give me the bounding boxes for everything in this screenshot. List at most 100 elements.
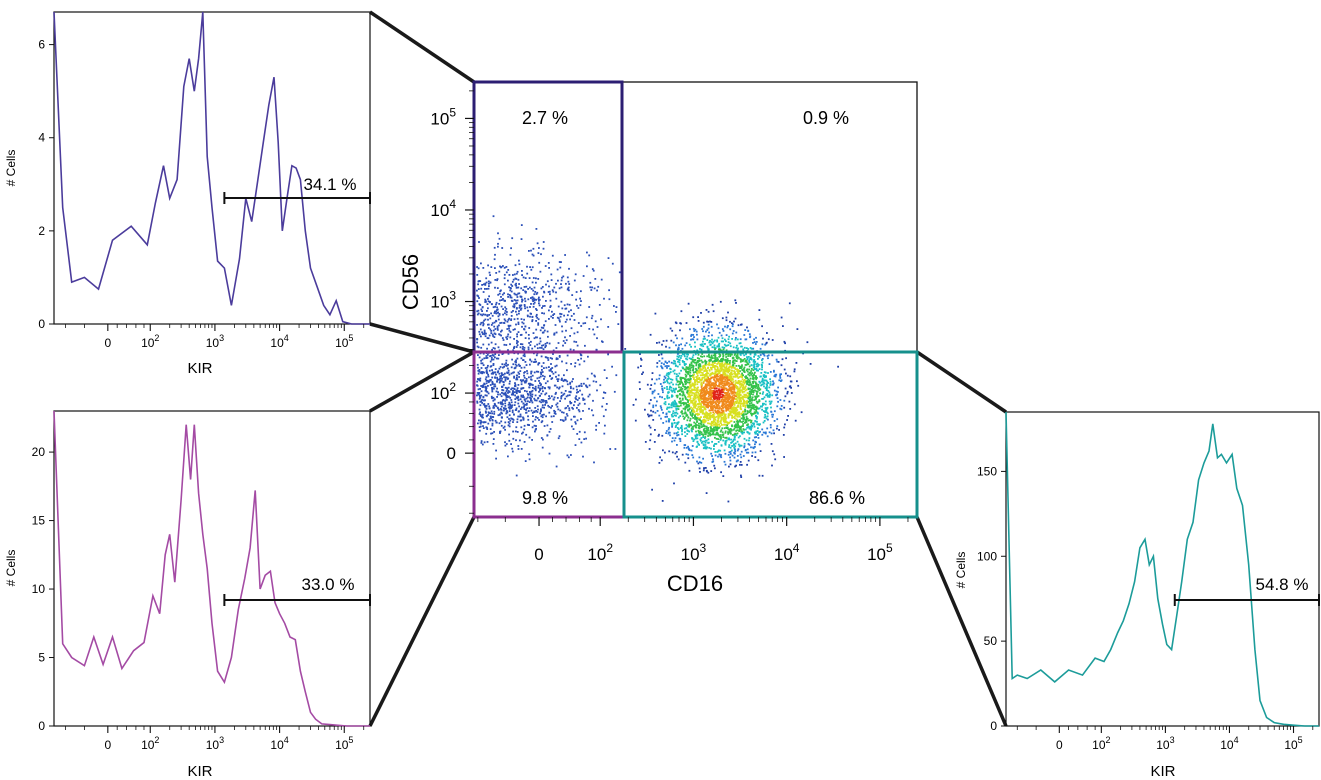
dot-904 [505, 376, 508, 379]
dot-2784 [747, 401, 750, 403]
dot-180 [543, 312, 545, 315]
dot-3067 [667, 410, 670, 413]
dot-3052 [725, 408, 728, 411]
dot-1645 [504, 372, 506, 375]
dot-2265 [726, 389, 728, 391]
dot-4387 [705, 384, 708, 387]
dot-4449 [713, 379, 716, 382]
dot-3139 [664, 451, 666, 454]
dot-556 [593, 333, 596, 336]
dot-4730 [725, 361, 728, 364]
dot-1700 [736, 429, 739, 432]
dot-2868 [776, 425, 779, 427]
dot-2789 [759, 392, 761, 395]
dot-4773 [683, 368, 686, 371]
dot-1912 [706, 320, 708, 323]
dot-541 [489, 281, 492, 284]
dot-4848 [765, 375, 767, 378]
dot-443 [494, 333, 497, 336]
dot-688 [535, 410, 537, 412]
dot-2610 [685, 415, 688, 417]
dot-2593 [696, 460, 698, 463]
dot-4062 [676, 455, 678, 458]
dot-1353 [504, 378, 507, 381]
dot-545 [531, 320, 534, 323]
dot-1698 [727, 341, 730, 344]
dot-571 [608, 298, 611, 301]
dot-1629 [531, 411, 534, 414]
dot-663 [558, 435, 561, 438]
dot-4954 [710, 354, 713, 357]
dot-4899 [748, 427, 751, 430]
dot-1617 [508, 439, 511, 442]
dot-4229 [707, 381, 710, 383]
dot-3750 [746, 402, 748, 405]
dot-618 [526, 306, 529, 309]
dot-1018 [536, 377, 539, 380]
dot-3620 [753, 355, 755, 358]
dot-596 [617, 323, 620, 325]
dot-2899 [667, 391, 670, 393]
dot-1457 [498, 333, 501, 336]
dot-4656 [740, 389, 743, 392]
dot-1421 [556, 405, 559, 408]
dot-2208 [761, 325, 763, 328]
dot-2879 [736, 426, 739, 429]
dot-2465 [717, 327, 720, 330]
dot-4272 [733, 406, 736, 409]
dot-377 [538, 247, 540, 249]
dot-1655 [757, 355, 760, 357]
dot-4678 [711, 406, 714, 409]
dot-1498 [506, 416, 509, 419]
dot-3183 [742, 359, 745, 361]
dot-2588 [718, 347, 721, 350]
dot-3119 [668, 419, 670, 422]
dot-903 [515, 426, 518, 429]
dot-1253 [532, 386, 534, 389]
dot-4812 [724, 440, 727, 442]
dot-1332 [508, 414, 511, 417]
dot-520 [493, 336, 496, 338]
dot-423 [571, 294, 574, 296]
dot-3831 [698, 407, 701, 410]
dot-772 [569, 390, 572, 393]
dot-4776 [713, 382, 716, 385]
dot-4243 [750, 364, 753, 367]
dot-3127 [660, 408, 663, 411]
dot-563 [487, 337, 490, 340]
dot-1877 [711, 372, 714, 375]
dot-756 [523, 428, 526, 431]
dot-4011 [729, 377, 732, 379]
dot-640 [522, 322, 525, 325]
dot-266 [508, 317, 510, 320]
dot-2006 [730, 383, 733, 386]
dot-2361 [701, 343, 703, 346]
dot-4742 [752, 390, 754, 392]
dot-710 [484, 378, 487, 381]
dot-387 [517, 323, 520, 325]
dot-61 [594, 278, 597, 280]
dot-4652 [729, 410, 732, 413]
dot-2537 [697, 386, 699, 389]
dot-2155 [739, 342, 742, 344]
dot-1204 [570, 387, 572, 390]
dot-737 [479, 400, 482, 403]
dot-4320 [675, 424, 677, 427]
dot-2822 [712, 360, 714, 363]
dot-882 [569, 382, 571, 385]
dot-4866 [678, 372, 681, 375]
dot-519 [509, 331, 512, 333]
dot-4719 [737, 413, 740, 416]
dot-1003 [514, 398, 517, 400]
dot-3126 [752, 403, 754, 406]
dot-2648 [675, 451, 678, 453]
dot-4223 [671, 422, 673, 425]
dot-186 [516, 302, 518, 304]
dot-1461 [512, 371, 514, 374]
dot-3779 [764, 343, 767, 346]
dot-80 [524, 297, 526, 300]
dot-1622 [580, 357, 582, 360]
dot-4746 [711, 384, 714, 387]
dot-196 [549, 293, 551, 296]
dot-1301 [499, 366, 502, 368]
